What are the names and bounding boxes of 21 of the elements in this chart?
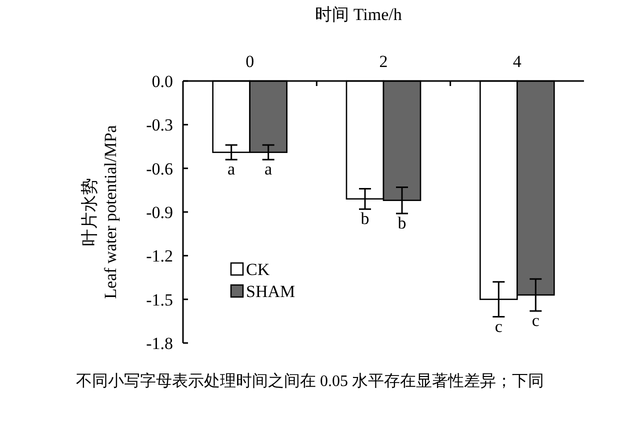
annotation: c: [494, 316, 503, 336]
annotation: b: [398, 213, 406, 232]
x-tick-label: 4: [512, 52, 522, 71]
y-tick-label: -0.9: [146, 203, 173, 222]
x-axis-title: 时间 Time/h: [315, 5, 402, 24]
legend-label: SHAM: [246, 282, 296, 301]
y-tick-label: -1.5: [146, 290, 173, 310]
annotation: b: [360, 209, 370, 228]
y-tick-label: 0.0: [152, 72, 173, 91]
y-tick-label: -0.6: [146, 159, 173, 178]
x-tick-label: 2: [379, 52, 388, 71]
y-axis-title: 叶片水势 Leaf water potential/MPa: [80, 124, 120, 299]
annotation: a: [228, 160, 236, 179]
annotation: c: [532, 310, 540, 330]
text: 不同小写字母表示处理时间之间在 0.05 水平存在显著性差异；下同: [76, 372, 544, 390]
y-tick-label: -1.8: [146, 334, 173, 353]
annotation: a: [264, 160, 273, 179]
y-tick-label: -0.3: [146, 116, 173, 135]
legend-label: CK: [246, 260, 270, 279]
y-tick-label: -1.2: [146, 246, 173, 266]
x-tick-label: 0: [246, 52, 254, 71]
